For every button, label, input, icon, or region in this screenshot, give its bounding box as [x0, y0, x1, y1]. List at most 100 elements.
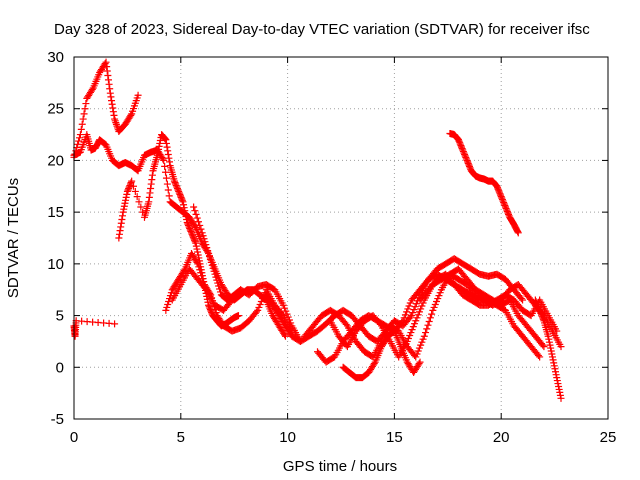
- data-point: [283, 310, 291, 318]
- data-point: [465, 161, 473, 169]
- data-point: [80, 110, 88, 118]
- data-point: [177, 193, 185, 201]
- x-tick-label: 10: [279, 429, 296, 446]
- data-point: [190, 203, 198, 211]
- data-point: [108, 100, 116, 108]
- data-point: [191, 222, 199, 230]
- data-point: [464, 158, 472, 166]
- data-point: [193, 258, 201, 266]
- data-point: [422, 329, 430, 337]
- data-point: [414, 311, 422, 319]
- data-point: [411, 320, 419, 328]
- data-point: [547, 347, 555, 355]
- data-point: [409, 323, 417, 331]
- y-tick-label: 5: [56, 308, 64, 325]
- series-track-c: [115, 131, 242, 330]
- data-point: [279, 301, 287, 309]
- y-tick-label: -5: [51, 411, 64, 428]
- data-point: [202, 241, 210, 249]
- data-point: [416, 358, 424, 366]
- grid-lines: [74, 57, 608, 419]
- data-point: [120, 205, 128, 213]
- data-point: [79, 115, 87, 123]
- data-point: [108, 97, 116, 105]
- data-point: [148, 176, 156, 184]
- data-point: [434, 295, 442, 303]
- data-point: [121, 199, 129, 207]
- data-point: [556, 388, 564, 396]
- data-point: [435, 292, 443, 300]
- data-point: [548, 350, 556, 358]
- data-point: [552, 368, 560, 376]
- data-point: [203, 244, 211, 252]
- data-point: [77, 125, 85, 133]
- data-point: [111, 115, 119, 123]
- data-point: [399, 317, 407, 325]
- data-point: [455, 137, 463, 145]
- data-point: [505, 210, 513, 218]
- data-point: [553, 374, 561, 382]
- data-point: [212, 309, 220, 317]
- data-point: [493, 182, 501, 190]
- data-point: [162, 139, 170, 147]
- data-point: [531, 296, 539, 304]
- data-point: [125, 183, 133, 191]
- data-point: [82, 100, 90, 108]
- data-point: [498, 196, 506, 204]
- data-point: [537, 311, 545, 319]
- data-point: [431, 300, 439, 308]
- y-axis-title: SDTVAR / TECUs: [5, 178, 22, 298]
- data-point: [407, 329, 415, 337]
- data-point: [550, 359, 558, 367]
- data-point: [462, 153, 470, 161]
- data-point: [411, 303, 419, 311]
- data-point: [134, 91, 142, 99]
- data-point: [207, 307, 215, 315]
- data-point: [429, 306, 437, 314]
- data-point: [194, 218, 202, 226]
- data-point: [162, 168, 170, 176]
- data-point: [413, 350, 421, 358]
- data-point: [194, 248, 202, 256]
- data-point: [176, 192, 184, 200]
- data-point: [137, 203, 145, 211]
- data-point: [287, 319, 295, 327]
- data-point: [180, 201, 188, 209]
- data-point: [549, 356, 557, 364]
- data-point: [184, 221, 192, 229]
- data-point: [459, 148, 467, 156]
- data-point: [256, 300, 264, 308]
- data-point: [192, 242, 200, 250]
- data-point: [110, 111, 118, 119]
- data-point: [500, 200, 508, 208]
- data-point: [175, 187, 183, 195]
- y-tick-label: 25: [47, 101, 64, 118]
- data-point: [197, 269, 205, 277]
- data-point: [406, 332, 414, 340]
- data-point: [201, 284, 209, 292]
- data-point: [156, 139, 164, 147]
- data-point: [145, 193, 153, 201]
- data-point: [81, 105, 89, 113]
- data-point: [403, 337, 411, 345]
- data-point: [281, 304, 289, 312]
- data-point: [519, 296, 527, 304]
- data-point: [145, 198, 153, 206]
- data-point: [173, 185, 181, 193]
- data-point: [536, 353, 544, 361]
- data-point: [76, 131, 84, 139]
- data-point: [495, 187, 503, 195]
- data-point: [410, 306, 418, 314]
- data-point: [457, 142, 465, 150]
- data-point: [537, 309, 545, 317]
- data-point: [178, 195, 186, 203]
- data-point: [557, 343, 565, 351]
- data-point: [154, 148, 162, 156]
- data-point: [163, 303, 171, 311]
- data-point: [175, 189, 183, 197]
- data-point: [430, 303, 438, 311]
- data-point: [206, 304, 214, 312]
- data-point: [164, 151, 172, 159]
- data-point: [414, 347, 422, 355]
- data-point: [546, 341, 554, 349]
